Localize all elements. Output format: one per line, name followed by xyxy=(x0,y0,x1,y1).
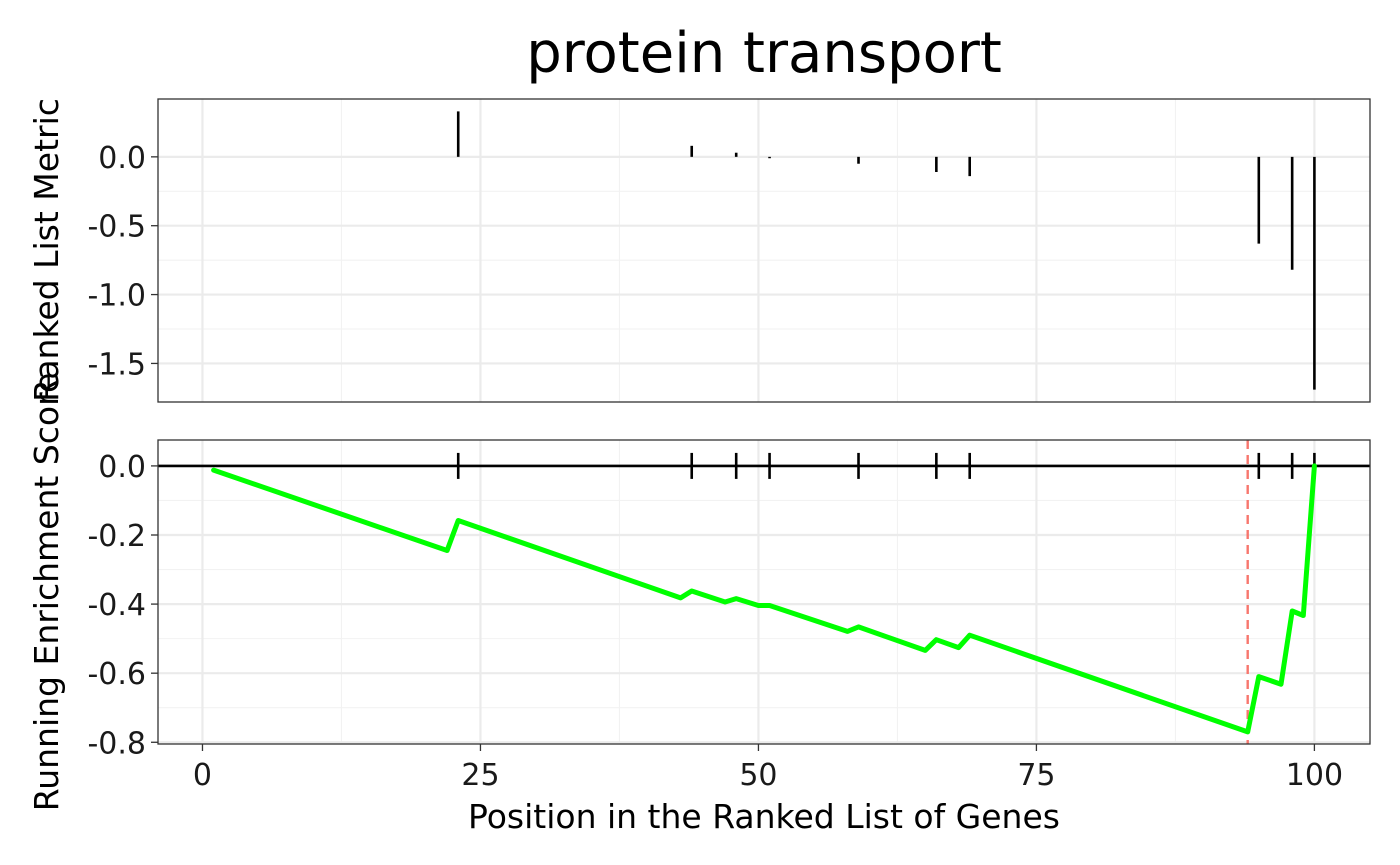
x-axis-title: Position in the Ranked List of Genes xyxy=(468,797,1060,836)
x-tick-label: 50 xyxy=(739,758,777,793)
score-panel-background xyxy=(158,440,1370,744)
y-tick-label: -0.8 xyxy=(87,726,146,761)
y-tick-label: -1.0 xyxy=(87,279,146,314)
metric-panel-background xyxy=(158,99,1370,402)
metric-y-axis: 0.0 -0.5 -1.0 -1.5 xyxy=(87,141,158,382)
score-layers xyxy=(158,440,1370,744)
x-tick-label: 75 xyxy=(1017,758,1055,793)
running-score-line xyxy=(211,463,1317,735)
y-tick-label: -0.6 xyxy=(87,657,146,692)
metric-gridlines xyxy=(158,99,1370,402)
y-tick-label: -0.2 xyxy=(87,519,146,554)
score-y-axis: 0.0 -0.2 -0.4 -0.6 -0.8 xyxy=(87,450,158,761)
y-tick-label: -1.5 xyxy=(87,347,146,382)
metric-bars xyxy=(456,111,1316,390)
metric-y-axis-title: Ranked List Metric xyxy=(27,98,66,402)
score-gridlines xyxy=(158,440,1370,744)
y-tick-label: 0.0 xyxy=(98,141,146,176)
y-tick-label: 0.0 xyxy=(98,450,146,485)
x-axis: 0 25 50 75 100 xyxy=(193,744,1343,793)
y-tick-label: -0.5 xyxy=(87,210,146,245)
y-tick-label: -0.4 xyxy=(87,588,146,623)
metric-panel: 0.0 -0.5 -1.0 -1.5 Ranked List Metric xyxy=(27,98,1371,403)
x-tick-label: 100 xyxy=(1286,758,1343,793)
x-tick-label: 0 xyxy=(193,758,212,793)
running-score-panel: 0.0 -0.2 -0.4 -0.6 -0.8 Running Enrichment S… xyxy=(27,373,1371,812)
x-tick-label: 25 xyxy=(461,758,499,793)
metric-panel-border xyxy=(157,98,1371,403)
chart-title: protein transport xyxy=(526,21,1002,86)
score-y-axis-title: Running Enrichment Score xyxy=(27,373,66,812)
score-panel-border xyxy=(157,439,1371,745)
